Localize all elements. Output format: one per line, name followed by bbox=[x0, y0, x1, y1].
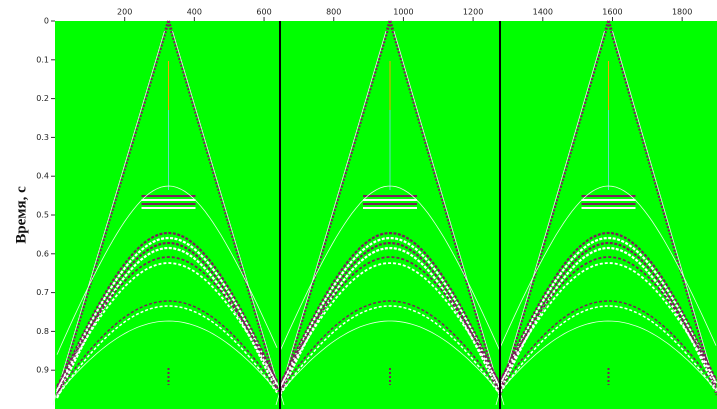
direct-wave-halo bbox=[495, 30, 605, 406]
x-tick-label: 800 bbox=[326, 8, 341, 17]
direct-wave bbox=[607, 20, 717, 396]
reflection-hyperbola bbox=[279, 305, 501, 396]
y-tick-label: 0 bbox=[44, 17, 49, 26]
direct-wave bbox=[388, 20, 502, 396]
reflection-hyperbola bbox=[56, 246, 278, 399]
reflection-hyperbola bbox=[56, 262, 278, 391]
reflection-hyperbola bbox=[279, 237, 501, 390]
direct-wave-halo bbox=[612, 30, 717, 393]
reflection-hyperbola bbox=[499, 185, 717, 348]
y-tick-label: 0.3 bbox=[36, 133, 49, 142]
reflection-hyperbola bbox=[55, 231, 278, 390]
reflection-hyperbola bbox=[279, 300, 501, 392]
direct-wave bbox=[278, 20, 392, 396]
reflection-hyperbola bbox=[279, 232, 501, 387]
reflection-hyperbola bbox=[56, 256, 278, 387]
reflection-hyperbola bbox=[279, 185, 501, 352]
x-tick-label: 1600 bbox=[602, 8, 622, 17]
reflection-hyperbola bbox=[499, 305, 717, 394]
seismic-events bbox=[52, 20, 717, 406]
y-tick-label: 0.1 bbox=[36, 55, 49, 64]
reflection-hyperbola bbox=[56, 185, 278, 355]
x-tick-label: 600 bbox=[256, 8, 271, 17]
y-tick-label: 0.7 bbox=[36, 288, 49, 297]
y-tick-label: 0.2 bbox=[36, 94, 49, 103]
x-tick-label: 400 bbox=[187, 8, 202, 17]
y-tick-label: 0.5 bbox=[36, 211, 49, 220]
direct-wave-halo bbox=[393, 30, 505, 406]
reflection-hyperbola bbox=[499, 262, 717, 385]
plot-background bbox=[55, 21, 717, 409]
x-tick-label: 1200 bbox=[463, 8, 483, 17]
y-tick-label: 0.4 bbox=[36, 172, 49, 181]
direct-wave-halo bbox=[172, 30, 285, 406]
y-tick-label: 0.6 bbox=[36, 249, 49, 258]
reflection-hyperbola bbox=[56, 305, 278, 398]
reflection-hyperbola bbox=[279, 247, 501, 396]
x-tick-label: 1000 bbox=[393, 8, 413, 17]
reflection-hyperbola bbox=[56, 241, 278, 396]
reflection-hyperbola bbox=[56, 236, 278, 393]
reflection-hyperbola bbox=[279, 320, 501, 394]
x-tick-label: 200 bbox=[117, 8, 132, 17]
y-tick-label: 0.9 bbox=[36, 366, 49, 375]
y-tick-label: 0.8 bbox=[36, 327, 49, 336]
reflection-hyperbola bbox=[279, 242, 501, 393]
reflection-hyperbola bbox=[499, 320, 717, 392]
reflection-hyperbola bbox=[499, 246, 717, 393]
x-tick-label: 1800 bbox=[672, 8, 692, 17]
reflection-hyperbola bbox=[279, 262, 501, 388]
reflection-hyperbola bbox=[56, 300, 278, 394]
y-axis-label: Время, с bbox=[13, 186, 29, 244]
x-tick-label: 1400 bbox=[533, 8, 553, 17]
reflection-hyperbola bbox=[499, 256, 717, 381]
reflection-hyperbola bbox=[499, 241, 717, 390]
direct-wave-halo bbox=[52, 30, 165, 406]
direct-wave-halo bbox=[275, 30, 387, 406]
direct-wave bbox=[498, 20, 610, 396]
reflection-hyperbola bbox=[56, 320, 278, 396]
reflection-hyperbola bbox=[499, 231, 717, 384]
